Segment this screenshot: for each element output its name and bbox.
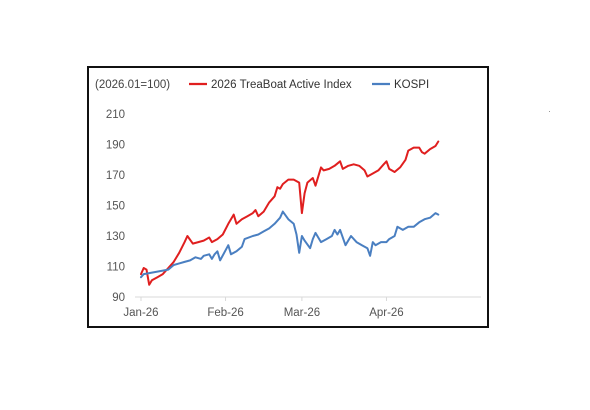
line-chart: (2026.01=100) 2026 TreaBoat Active Index… <box>95 79 481 319</box>
y-tick-label: 110 <box>107 262 125 274</box>
chart-frame: (2026.01=100) 2026 TreaBoat Active Index… <box>87 66 489 328</box>
x-tick-label: Feb-26 <box>207 307 243 319</box>
series-line-treaboat <box>140 140 440 286</box>
y-tick-label: 130 <box>106 231 125 243</box>
y-tick-label: 90 <box>112 292 125 304</box>
x-tick-label: Jan-26 <box>123 307 158 319</box>
legend-label-kospi: KOSPI <box>394 79 429 91</box>
plot-lines <box>140 140 440 286</box>
y-tick-label: 150 <box>106 201 125 213</box>
y-tick-label: 190 <box>106 140 125 152</box>
series-line-kospi <box>140 210 440 279</box>
legend-label-treaboat: 2026 TreaBoat Active Index <box>211 79 352 91</box>
y-tick-label: 170 <box>106 170 125 182</box>
x-axis: Jan-26 Feb-26 Mar-26 Apr-26 <box>123 296 481 319</box>
y-tick-label: 210 <box>106 109 125 121</box>
stray-dot <box>549 111 550 112</box>
legend: 2026 TreaBoat Active Index KOSPI <box>189 79 429 91</box>
x-tick-label: Mar-26 <box>284 307 320 319</box>
index-base-note: (2026.01=100) <box>95 79 170 91</box>
y-axis: 90 110 130 150 170 190 210 <box>106 109 125 304</box>
x-tick-label: Apr-26 <box>369 307 404 319</box>
